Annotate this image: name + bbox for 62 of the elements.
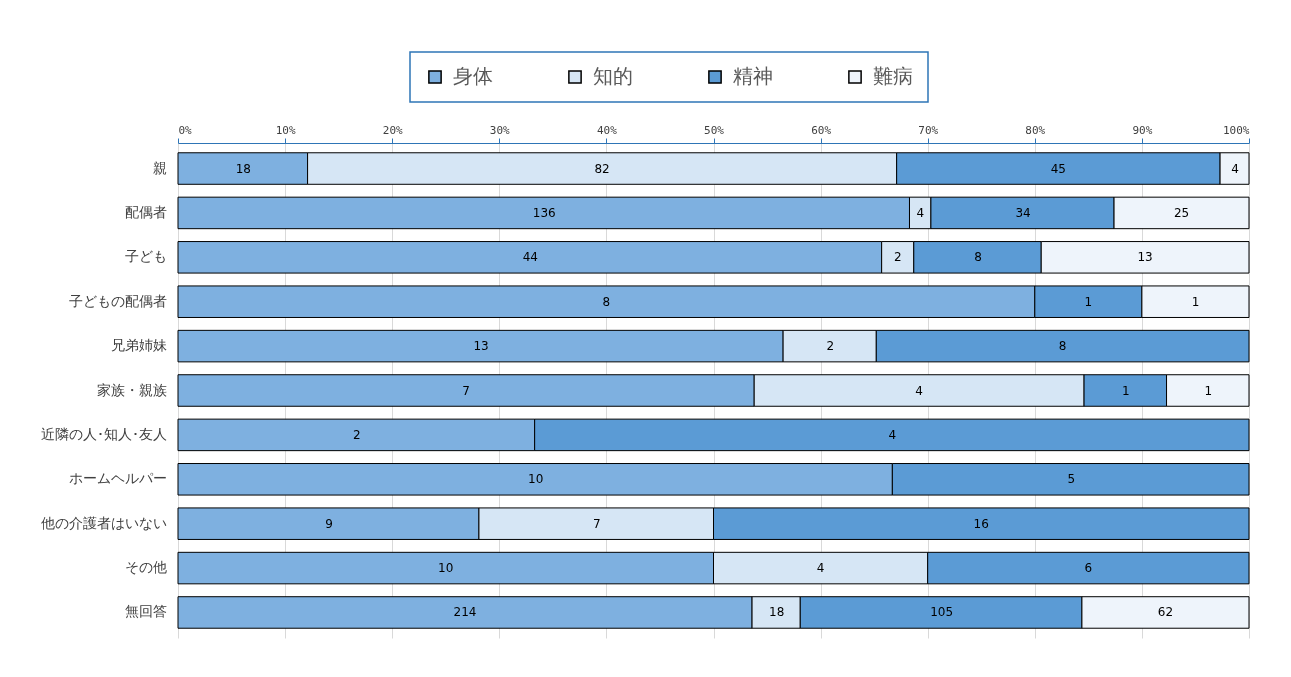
annotation: 4 — [915, 383, 923, 398]
annotation: 13 — [473, 339, 489, 354]
legend-label: 身体 — [453, 64, 493, 88]
y-tick-label: 親 — [152, 159, 167, 176]
annotation: 16 — [973, 516, 989, 531]
annotation: 4 — [916, 205, 925, 220]
annotation: 18 — [769, 605, 785, 620]
x-tick-label: 10% — [275, 123, 296, 137]
annotation: 45 — [1050, 161, 1066, 176]
annotation: 7 — [462, 383, 470, 398]
y-tick-label: 兄弟姉妹 — [110, 337, 167, 354]
x-tick-label: 90% — [1132, 123, 1153, 137]
y-tick-label: ホームヘルパー — [68, 470, 167, 487]
annotation: 1 — [1122, 383, 1130, 398]
y-tick-label: 子どもの配偶者 — [68, 292, 167, 309]
annotation: 4 — [888, 427, 897, 442]
annotation: 18 — [235, 161, 251, 176]
x-tick-label: 80% — [1025, 123, 1046, 137]
annotation: 105 — [930, 605, 954, 620]
annotation: 1 — [1084, 294, 1093, 309]
legend-label: 知的 — [593, 64, 633, 88]
annotation: 4 — [816, 561, 825, 576]
annotation: 2 — [826, 339, 835, 354]
legend-label: 精神 — [733, 64, 773, 88]
annotation: 1 — [1191, 294, 1200, 309]
x-tick-label: 30% — [489, 123, 511, 137]
annotation: 25 — [1173, 205, 1190, 220]
annotation: 7 — [592, 516, 601, 531]
annotation: 214 — [453, 605, 477, 620]
annotation: 136 — [532, 205, 556, 220]
annotation: 34 — [1015, 205, 1031, 220]
y-tick-label: 子ども — [124, 248, 167, 265]
annotation: 10 — [438, 561, 454, 576]
y-tick-label: 近隣の人･知人･友人 — [40, 425, 167, 442]
annotation: 2 — [353, 427, 361, 442]
x-tick-label: 40% — [596, 123, 618, 137]
annotation: 13 — [1137, 250, 1153, 265]
y-tick-label: 他の介護者はいない — [40, 514, 167, 531]
y-tick-label: 無回答 — [124, 603, 167, 620]
legend-label: 難病 — [873, 64, 913, 88]
annotation: 6 — [1084, 561, 1093, 576]
annotation: 8 — [602, 294, 611, 309]
annotation: 62 — [1157, 605, 1174, 620]
y-tick-label: 家族・親族 — [96, 381, 167, 398]
x-tick-label: 0% — [178, 123, 193, 137]
x-tick-label: 50% — [704, 123, 725, 137]
y-tick-label: 配偶者 — [124, 203, 167, 220]
annotation: 9 — [325, 516, 333, 531]
annotation: 10 — [528, 472, 544, 487]
annotation: 4 — [1231, 161, 1239, 176]
annotation: 82 — [594, 161, 610, 176]
y-tick-label: その他 — [124, 559, 167, 576]
annotation: 2 — [893, 250, 902, 265]
annotation: 8 — [974, 250, 982, 265]
x-tick-label: 60% — [811, 123, 832, 137]
x-tick-label: 70% — [918, 123, 939, 137]
x-tick-label: 100% — [1223, 123, 1250, 137]
x-tick-label: 20% — [382, 123, 404, 137]
annotation: 1 — [1204, 383, 1213, 398]
annotation: 44 — [522, 250, 538, 265]
annotation: 5 — [1067, 472, 1076, 487]
annotation: 8 — [1058, 339, 1067, 354]
